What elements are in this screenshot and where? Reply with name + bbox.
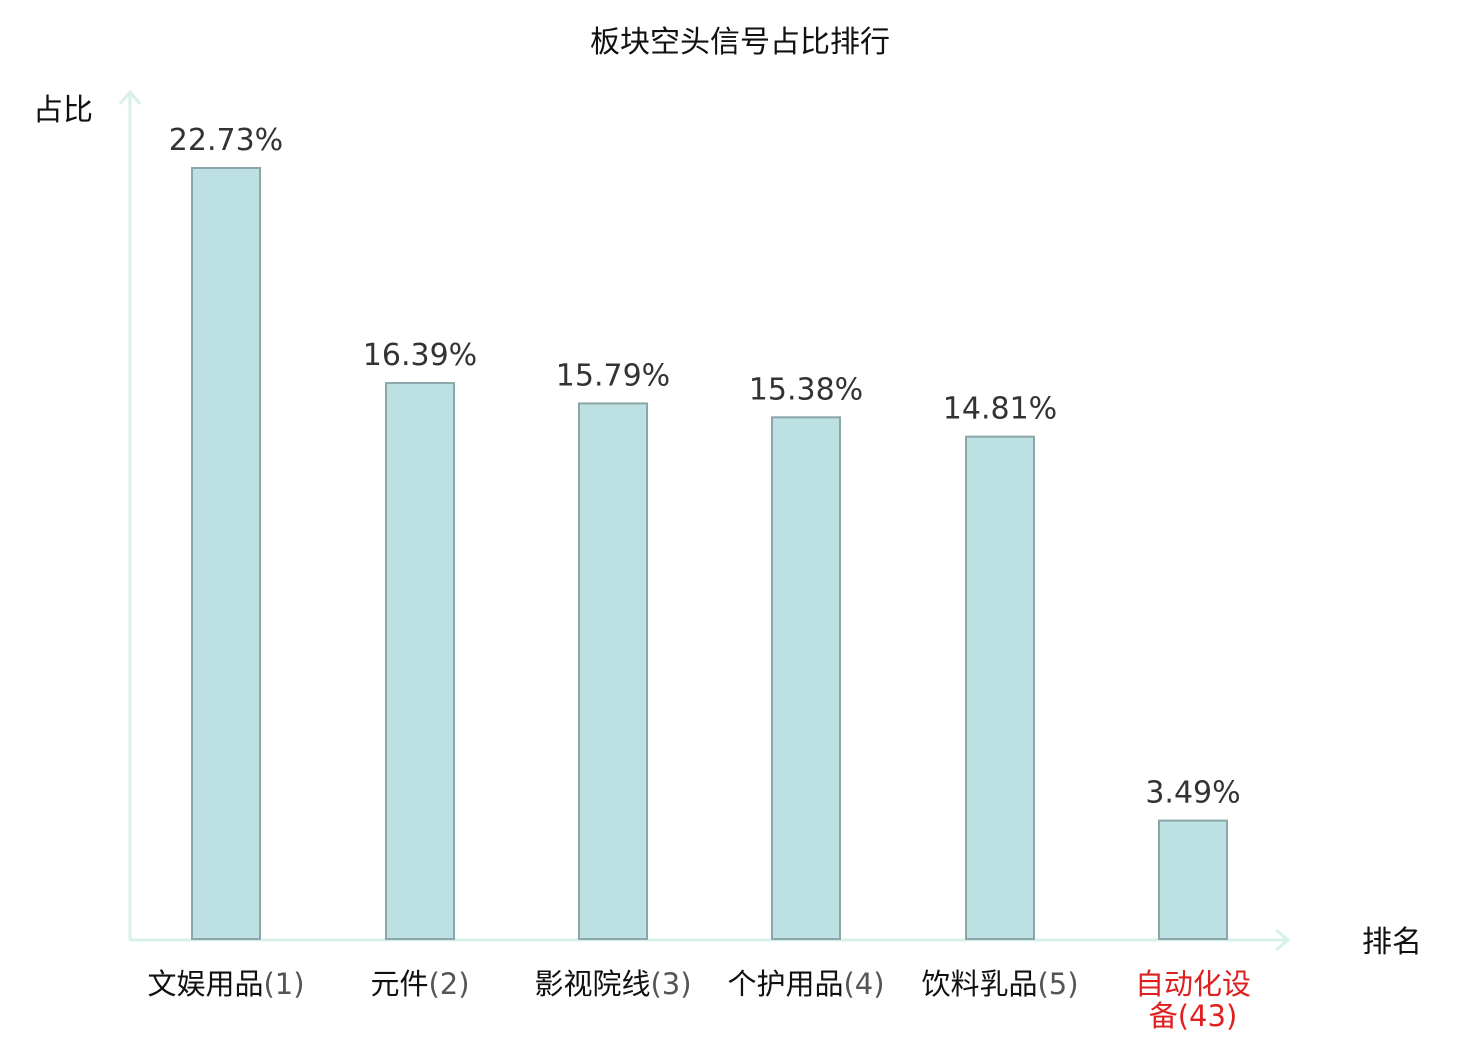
bar-6 — [1158, 819, 1228, 940]
category-label-1: 文娱用品(1) — [147, 967, 304, 1001]
category-label-6-line2: 备(43) — [1149, 999, 1238, 1033]
value-label-2: 16.39% — [363, 338, 477, 373]
bar-2 — [385, 382, 455, 940]
bar-1 — [191, 167, 261, 940]
value-label-1: 22.73% — [169, 123, 283, 158]
category-label-2: 元件(2) — [370, 967, 469, 1001]
category-label-5: 饮料乳品(5) — [921, 967, 1078, 1001]
value-label-6: 3.49% — [1145, 776, 1240, 811]
bar-4 — [771, 416, 841, 941]
chart-title: 板块空头信号占比排行 — [590, 25, 890, 60]
value-label-3: 15.79% — [556, 358, 670, 393]
bar-5 — [965, 435, 1035, 940]
category-label-6: 自动化设 — [1135, 967, 1251, 1001]
axes — [118, 89, 1291, 952]
value-label-5: 14.81% — [943, 392, 1057, 427]
x-axis-arrow-icon — [1275, 928, 1291, 952]
y-axis-arrow-icon — [118, 89, 142, 105]
bar-3 — [578, 402, 648, 940]
x-axis-label: 排名 — [1362, 925, 1422, 960]
value-label-4: 15.38% — [749, 372, 863, 407]
y-axis-label: 占比 — [33, 93, 93, 128]
bars-group: 22.73% 文娱用品(1) 16.39% 元件(2) 15.79% 影视院线(3) 15.… — [147, 123, 1251, 1033]
category-label-4: 个护用品(4) — [727, 967, 884, 1001]
category-label-3: 影视院线(3) — [534, 967, 691, 1001]
